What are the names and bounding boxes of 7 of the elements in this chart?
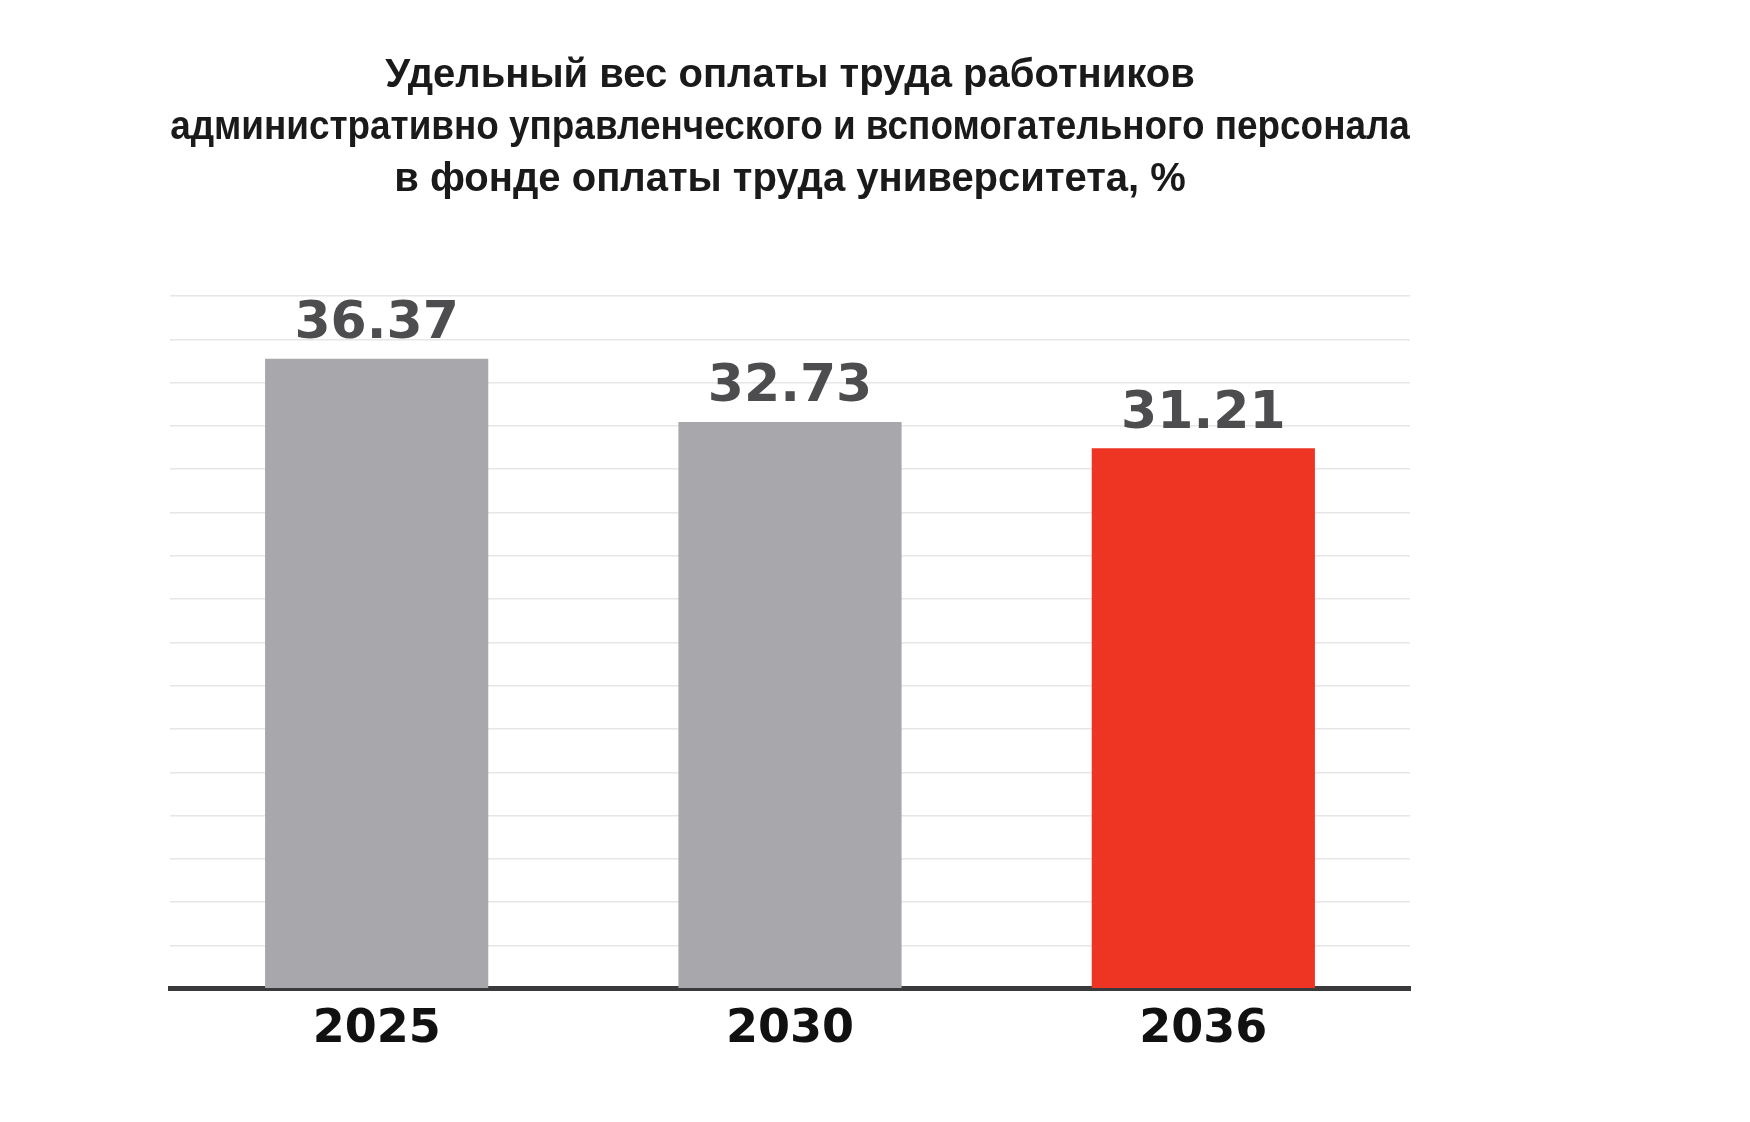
x-tick-label: 2036	[1139, 999, 1268, 1054]
x-tick-label: 2030	[725, 999, 855, 1054]
data-label: 36.37	[294, 290, 459, 351]
x-tick-label: 2025	[312, 999, 441, 1054]
data-label: 32.73	[707, 353, 873, 414]
data-label: 31.21	[1121, 379, 1286, 440]
chart-title: Удельный вес оплаты труда работников административно управленческого и вспомогательного персонала в фонде оплаты труда университета, %	[170, 51, 1411, 200]
